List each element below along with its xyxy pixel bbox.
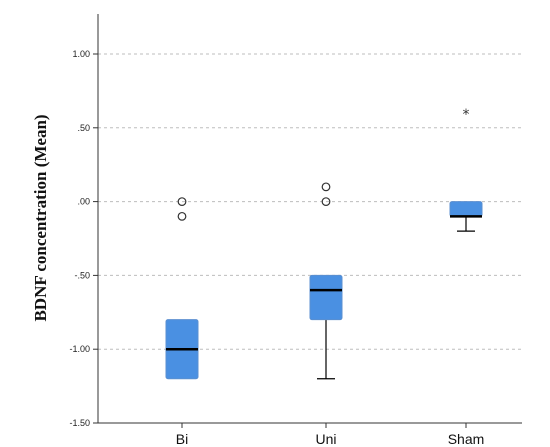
outlier-point (177, 197, 187, 207)
boxes: * (165, 107, 483, 380)
y-tick-labels: 1.00 .50 .00 -.50 -1.00 -1.50 (69, 49, 98, 428)
y-axis-title: BDNF concentration (Mean) (31, 114, 50, 321)
y-tick-label: -1.50 (69, 418, 90, 428)
iqr-box (449, 201, 483, 217)
y-tick-label: .50 (77, 123, 90, 133)
extreme-point: * (463, 107, 470, 123)
y-tick-label: -1.00 (69, 344, 90, 354)
axes (97, 14, 522, 424)
y-tick-label: -.50 (74, 270, 90, 280)
category-labels: Bi Uni Sham (176, 423, 485, 447)
box-sham: * (449, 107, 483, 232)
grid-lines (98, 53, 522, 350)
outlier-point (177, 211, 187, 221)
y-tick-label: 1.00 (72, 49, 90, 59)
box-bi (165, 197, 199, 380)
iqr-box (309, 274, 343, 321)
x-category-label: Uni (315, 431, 336, 447)
outlier-point (321, 197, 331, 207)
x-category-label: Sham (448, 431, 485, 447)
box-uni (309, 182, 343, 380)
x-category-label: Bi (176, 431, 188, 447)
y-tick-label: .00 (77, 197, 90, 207)
outlier-point (321, 182, 331, 192)
